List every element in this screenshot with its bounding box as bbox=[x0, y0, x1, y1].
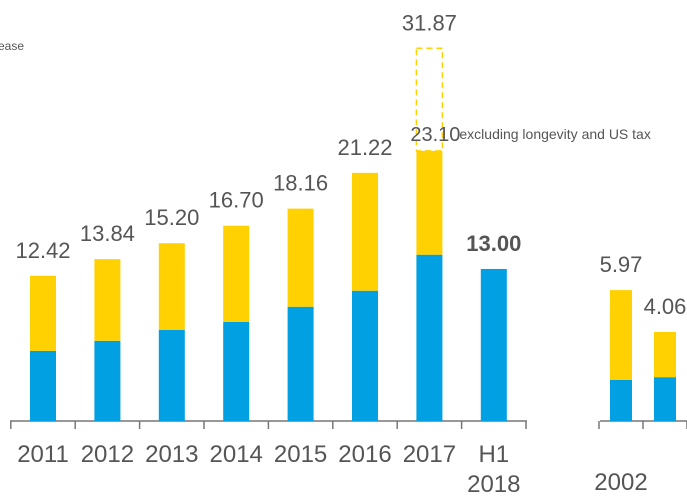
bar-segment bbox=[610, 379, 632, 421]
value-label: 18.16 bbox=[273, 171, 328, 196]
x-tick-label: 2014 bbox=[210, 441, 263, 468]
x-tick-label: H1 bbox=[478, 441, 509, 468]
bar-segment bbox=[416, 150, 443, 255]
bar-segment bbox=[223, 321, 250, 421]
callout-text: excluding longevity and US tax bbox=[459, 126, 650, 142]
bar-segment bbox=[416, 254, 443, 421]
bar-segment bbox=[654, 377, 676, 421]
bar-segment bbox=[158, 329, 185, 421]
x-tick-label: 2015 bbox=[274, 441, 327, 468]
value-label: 15.20 bbox=[144, 205, 199, 230]
x-tick-label: 2002 bbox=[594, 469, 647, 496]
callout-value: 23.10 bbox=[410, 124, 460, 146]
x-tick-label: 2018 bbox=[467, 471, 520, 498]
bar-segment bbox=[610, 290, 632, 380]
value-label: 16.70 bbox=[209, 188, 264, 213]
bar-segment bbox=[30, 275, 56, 351]
value-label: 21.22 bbox=[337, 135, 392, 160]
x-tick-label: 2012 bbox=[81, 441, 134, 468]
value-label: 31.87 bbox=[402, 10, 457, 35]
x-tick-label: 2017 bbox=[403, 441, 456, 468]
legend-fragment: ease bbox=[0, 39, 24, 53]
value-label: 13.84 bbox=[80, 221, 135, 246]
bar-segment bbox=[352, 172, 378, 291]
bar-segment bbox=[287, 208, 314, 307]
bar-segment bbox=[30, 350, 56, 421]
bar-segment bbox=[480, 268, 507, 421]
x-tick-label: 2011 bbox=[17, 441, 69, 468]
value-label: 5.97 bbox=[600, 252, 643, 277]
value-label: 12.42 bbox=[15, 238, 70, 263]
dashed-segment bbox=[415, 47, 444, 152]
bar-segment bbox=[223, 225, 250, 322]
x-tick-label: 2016 bbox=[338, 441, 391, 468]
bar-segment bbox=[287, 306, 314, 421]
bar-segment bbox=[654, 331, 676, 378]
value-label: 13.00 bbox=[466, 231, 521, 256]
bar-segment bbox=[94, 259, 121, 341]
bar-segment bbox=[352, 290, 378, 421]
bar-segment bbox=[94, 340, 121, 421]
bar-segment bbox=[158, 243, 185, 330]
value-label: 4.06 bbox=[644, 294, 687, 319]
x-tick-label: 2013 bbox=[145, 441, 198, 468]
